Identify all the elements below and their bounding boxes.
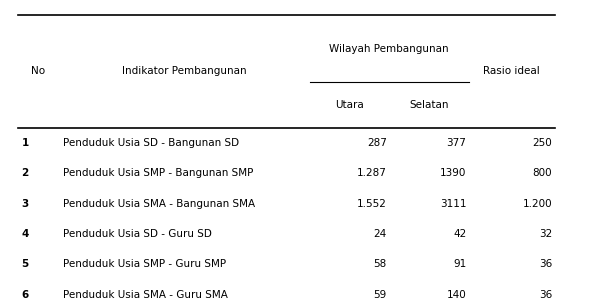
- Text: 42: 42: [453, 229, 466, 239]
- Text: 287: 287: [367, 138, 387, 148]
- Text: 1: 1: [21, 138, 29, 148]
- Text: 6: 6: [21, 290, 29, 300]
- Text: Penduduk Usia SMA - Bangunan SMA: Penduduk Usia SMA - Bangunan SMA: [63, 199, 254, 209]
- Text: 36: 36: [539, 260, 552, 269]
- Text: Rasio ideal: Rasio ideal: [484, 67, 540, 76]
- Text: 377: 377: [447, 138, 466, 148]
- Text: 3: 3: [21, 199, 29, 209]
- Text: Wilayah Pembangunan: Wilayah Pembangunan: [329, 44, 449, 54]
- Text: Selatan: Selatan: [409, 100, 449, 110]
- Text: 24: 24: [373, 229, 387, 239]
- Text: 1390: 1390: [440, 168, 466, 178]
- Text: 800: 800: [533, 168, 552, 178]
- Text: 250: 250: [533, 138, 552, 148]
- Text: Utara: Utara: [335, 100, 364, 110]
- Text: 1.552: 1.552: [357, 199, 387, 209]
- Text: Penduduk Usia SMA - Guru SMA: Penduduk Usia SMA - Guru SMA: [63, 290, 227, 300]
- Text: 3111: 3111: [440, 199, 466, 209]
- Text: 58: 58: [373, 260, 387, 269]
- Text: 36: 36: [539, 290, 552, 300]
- Text: Indikator Pembangunan: Indikator Pembangunan: [121, 67, 246, 76]
- Text: 1.287: 1.287: [357, 168, 387, 178]
- Text: 91: 91: [453, 260, 466, 269]
- Text: 140: 140: [447, 290, 466, 300]
- Text: 4: 4: [21, 229, 29, 239]
- Text: 32: 32: [539, 229, 552, 239]
- Text: 2: 2: [21, 168, 29, 178]
- Text: 59: 59: [373, 290, 387, 300]
- Text: Penduduk Usia SD - Bangunan SD: Penduduk Usia SD - Bangunan SD: [63, 138, 238, 148]
- Text: 1.200: 1.200: [523, 199, 552, 209]
- Text: No: No: [31, 67, 45, 76]
- Text: 5: 5: [21, 260, 29, 269]
- Text: Penduduk Usia SMP - Bangunan SMP: Penduduk Usia SMP - Bangunan SMP: [63, 168, 253, 178]
- Text: Penduduk Usia SMP - Guru SMP: Penduduk Usia SMP - Guru SMP: [63, 260, 226, 269]
- Text: Penduduk Usia SD - Guru SD: Penduduk Usia SD - Guru SD: [63, 229, 211, 239]
